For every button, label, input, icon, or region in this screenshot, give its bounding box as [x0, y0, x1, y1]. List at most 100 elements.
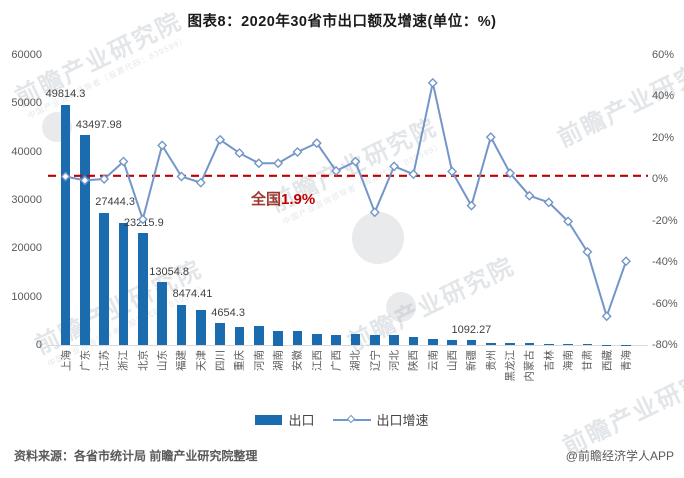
- x-axis-label: 吉林: [543, 350, 556, 371]
- x-axis-label: 云南: [427, 350, 440, 371]
- bar: [447, 339, 457, 346]
- bar: [176, 304, 187, 346]
- left-axis-tick-label: 50000: [11, 97, 42, 110]
- growth-point-marker: [582, 246, 593, 257]
- bar: [234, 326, 245, 346]
- bar: [524, 343, 535, 346]
- bar: [80, 135, 90, 346]
- bar-series-swatch: [255, 414, 283, 425]
- bar-value-label: 27444.3: [95, 196, 136, 209]
- growth-point-marker: [427, 77, 438, 88]
- x-axis-label: 河北: [388, 350, 401, 371]
- bar-value-label: 13054.8: [149, 265, 190, 278]
- bar: [99, 212, 109, 346]
- right-axis-tick-label: -60%: [652, 297, 678, 310]
- x-axis-label: 北京: [137, 350, 150, 371]
- growth-point-marker: [99, 173, 110, 184]
- bar: [118, 223, 129, 346]
- right-axis-tick-label: 40%: [652, 90, 675, 103]
- x-axis-label: 海南: [562, 350, 575, 371]
- bar: [370, 335, 380, 346]
- growth-point-marker: [157, 140, 168, 151]
- bar: [273, 331, 283, 346]
- legend: 出口 出口增速: [0, 410, 684, 429]
- x-axis-label: 黑龙江: [504, 350, 517, 382]
- bar-value-label: 1092.27: [451, 323, 492, 336]
- x-axis-label: 山东: [156, 350, 169, 371]
- bar: [544, 343, 554, 346]
- growth-point-marker: [621, 256, 632, 267]
- x-axis-label: 辽宁: [369, 350, 382, 371]
- x-axis-label: 青海: [620, 350, 633, 371]
- x-axis-label: 上海: [60, 350, 72, 371]
- left-axis-tick-label: 20000: [11, 242, 42, 255]
- diamond-marker-icon: [346, 414, 355, 424]
- growth-line: [65, 81, 628, 318]
- x-axis-label: 广东: [79, 350, 92, 371]
- growth-point-marker: [447, 166, 458, 177]
- data-source-note: 资料来源：各省市统计局 前瞻产业研究院整理: [14, 449, 258, 463]
- national-reference-label: 全国1.9%: [251, 188, 315, 209]
- legend-item-export: 出口: [255, 410, 315, 429]
- reference-value: 1.9%: [281, 191, 316, 208]
- x-axis-label: 新疆: [465, 350, 478, 371]
- left-axis-tick-label: 40000: [11, 145, 42, 158]
- legend-item-growth: 出口增速: [332, 410, 429, 429]
- watermark-text: 前瞻产业研究院 中国产业咨询领导者（股票代码：839599）: [266, 113, 445, 227]
- x-axis-label: 浙江: [117, 350, 130, 371]
- growth-point-marker: [389, 161, 400, 172]
- growth-point-marker: [563, 216, 574, 227]
- line-series-swatch: [332, 414, 371, 425]
- growth-point-marker: [215, 134, 226, 145]
- x-axis-label: 内蒙古: [523, 350, 536, 382]
- growth-point-marker: [601, 311, 612, 322]
- bar: [466, 340, 477, 346]
- bar: [408, 337, 419, 346]
- growth-point-marker: [369, 207, 380, 218]
- x-axis-label: 四川: [214, 350, 227, 371]
- growth-point-marker: [408, 169, 419, 180]
- chart-title: 图表8：2020年30省市出口额及增速(单位：%): [187, 14, 497, 30]
- x-axis-label: 广西: [330, 350, 343, 371]
- x-axis-label: 甘肃: [581, 350, 594, 371]
- right-axis-tick-label: 20%: [652, 131, 675, 144]
- bar-value-label: 4654.3: [211, 306, 245, 319]
- growth-point-marker: [195, 177, 206, 188]
- x-axis-label: 安徽: [291, 350, 304, 371]
- growth-point-marker: [118, 156, 129, 167]
- growth-point-marker: [485, 132, 496, 143]
- growth-point-marker: [505, 168, 516, 179]
- x-axis-label: 湖南: [272, 350, 285, 371]
- right-axis-tick-label: -40%: [652, 256, 678, 269]
- bar-value-label: 23215.9: [123, 216, 164, 229]
- reference-prefix: 全国: [251, 191, 282, 208]
- credit-note: @前瞻经济学人APP: [565, 449, 674, 463]
- bar: [292, 331, 303, 346]
- right-axis-tick-label: 0%: [652, 173, 668, 186]
- bar: [350, 333, 361, 346]
- x-axis-label: 河南: [253, 350, 266, 371]
- x-axis-label: 贵州: [485, 350, 498, 371]
- bar: [157, 282, 167, 346]
- bar: [582, 344, 593, 346]
- bar: [196, 310, 206, 346]
- bar: [312, 333, 322, 346]
- right-axis-tick-label: 60%: [652, 49, 675, 61]
- left-axis-tick-label: 60000: [11, 49, 42, 61]
- bar: [505, 343, 515, 346]
- growth-point-marker: [311, 138, 322, 149]
- bar: [486, 343, 496, 346]
- growth-point-marker: [466, 200, 477, 211]
- legend-label-export: 出口: [288, 413, 315, 428]
- x-axis-label: 江西: [311, 350, 324, 371]
- growth-point-marker: [350, 156, 361, 167]
- left-axis-tick-label: 10000: [11, 290, 42, 303]
- bar: [331, 334, 341, 346]
- right-axis-tick-label: -80%: [652, 339, 678, 351]
- left-axis-tick-label: 0: [35, 339, 42, 351]
- legend-label-growth: 出口增速: [376, 413, 429, 428]
- watermark-logo-circle: [352, 212, 404, 264]
- bar: [215, 323, 225, 346]
- bar: [563, 344, 573, 346]
- watermark-logo-circle: [386, 292, 416, 322]
